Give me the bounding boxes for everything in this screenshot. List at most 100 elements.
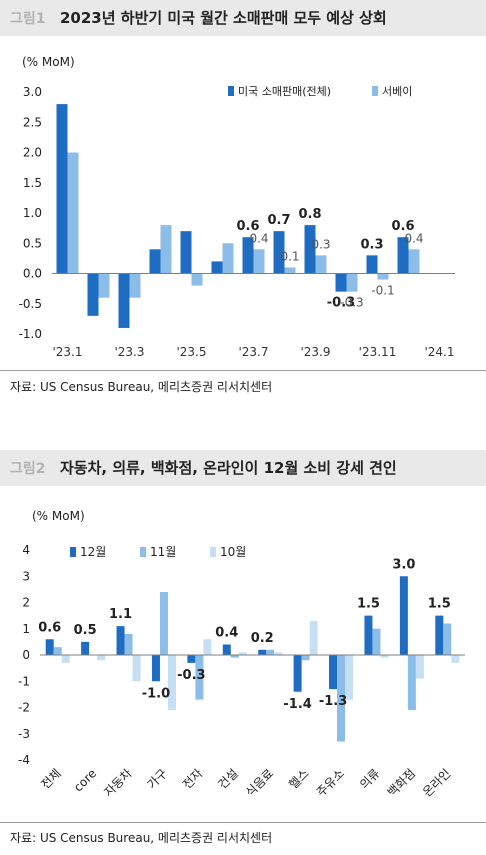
x-tick-label: '23.1 xyxy=(52,345,82,359)
data-label: 0.4 xyxy=(249,231,268,245)
figure2-title-bar: 그림2 자동차, 의류, 백화점, 온라인이 12월 소비 강세 견인 xyxy=(0,450,486,486)
figure1-chart: (% MoM)3.02.52.01.51.00.50.0-0.5-1.0'23.… xyxy=(0,40,486,370)
bar-retail-sales xyxy=(181,231,192,273)
y-tick-label: 2.0 xyxy=(23,146,42,160)
figure1-title: 2023년 하반기 미국 월간 소매판매 모두 예상 상회 xyxy=(60,7,387,28)
figure2-divider xyxy=(0,822,486,823)
legend-swatch-december xyxy=(70,547,76,557)
y-tick-label: -1.0 xyxy=(19,327,42,341)
category-label: 의류 xyxy=(357,766,383,792)
data-label: 0.1 xyxy=(280,249,299,263)
data-label: 0.7 xyxy=(267,213,290,228)
legend-label-november: 11월 xyxy=(150,545,176,559)
bar-october xyxy=(133,655,141,681)
data-label: 0.5 xyxy=(74,623,97,638)
data-label: -1.4 xyxy=(283,697,311,712)
bar-december xyxy=(46,639,54,655)
data-label: -0.3 xyxy=(177,668,205,683)
bar-retail-sales xyxy=(88,274,99,316)
bar-december xyxy=(329,655,337,689)
data-label: 1.1 xyxy=(109,607,132,622)
bar-december xyxy=(400,576,408,655)
bar-october xyxy=(451,655,459,663)
bar-october xyxy=(310,621,318,655)
figure2-title: 자동차, 의류, 백화점, 온라인이 12월 소비 강세 견인 xyxy=(60,457,397,478)
category-label: 건설 xyxy=(215,766,241,792)
figure1-unit-label: (% MoM) xyxy=(22,55,75,69)
bar-survey xyxy=(285,267,296,273)
y-tick-label: -2 xyxy=(18,701,30,715)
figure1-divider xyxy=(0,370,486,371)
data-label: 0.6 xyxy=(38,620,61,635)
legend-label-survey: 서베이 xyxy=(382,85,412,98)
y-tick-label: -3 xyxy=(18,727,30,741)
bar-survey xyxy=(223,243,234,273)
data-label: 0.4 xyxy=(215,626,238,641)
bar-december xyxy=(81,642,89,655)
y-tick-label: -0.5 xyxy=(19,297,42,311)
figure2-chart: (% MoM) 4 3 2 1 0 -1 -2 -3 -4 전체 core 자동차 가구 전자 건설 식음료 헬스… xyxy=(0,490,486,820)
data-label: 1.5 xyxy=(428,597,451,612)
y-tick-label: 1 xyxy=(22,622,30,636)
legend-label-december: 12월 xyxy=(80,545,106,559)
bar-survey xyxy=(130,274,141,298)
data-label: -0.3 xyxy=(340,296,363,310)
legend-swatch-october xyxy=(210,547,216,557)
y-tick-label: 3.0 xyxy=(23,85,42,99)
figure1-source: 자료: US Census Bureau, 메리츠증권 리서치센터 xyxy=(10,378,272,395)
bar-november xyxy=(54,647,62,655)
bar-december xyxy=(294,655,302,692)
bar-november xyxy=(443,624,451,656)
figure1-title-bar: 그림1 2023년 하반기 미국 월간 소매판매 모두 예상 상회 xyxy=(0,0,486,36)
y-tick-label: 4 xyxy=(22,543,30,557)
y-tick-label: -1 xyxy=(18,674,30,688)
bar-december xyxy=(258,650,266,655)
bar-survey xyxy=(409,249,420,273)
x-tick-label: '24.1 xyxy=(424,345,454,359)
bar-december xyxy=(117,626,125,655)
bar-survey xyxy=(347,274,358,292)
data-label: 0.4 xyxy=(404,231,423,245)
y-tick-label: -4 xyxy=(18,753,30,767)
x-tick-label: '23.9 xyxy=(300,345,330,359)
data-label: 0.3 xyxy=(311,237,330,251)
bar-october xyxy=(416,655,424,679)
data-label: -1.3 xyxy=(319,694,347,709)
legend-swatch-survey xyxy=(372,86,378,96)
bar-retail-sales xyxy=(336,274,347,292)
legend-swatch-retail-sales xyxy=(228,86,234,96)
category-label: 주유소 xyxy=(314,766,347,799)
bar-december xyxy=(364,616,372,655)
data-label: -0.1 xyxy=(371,284,394,298)
data-label: 0.2 xyxy=(251,631,274,646)
y-tick-label: 2 xyxy=(22,596,30,610)
bar-december xyxy=(152,655,160,681)
bar-survey xyxy=(161,225,172,273)
x-tick-label: '23.7 xyxy=(238,345,268,359)
category-label: 백화점 xyxy=(385,766,418,799)
bar-survey xyxy=(254,249,265,273)
bar-survey xyxy=(99,274,110,298)
category-label: 전체 xyxy=(38,766,64,792)
bar-retail-sales xyxy=(119,274,130,328)
y-tick-label: 2.5 xyxy=(23,115,42,129)
figure2-source: 자료: US Census Bureau, 메리츠증권 리서치센터 xyxy=(10,829,272,846)
category-label: 온라인 xyxy=(420,766,453,799)
x-tick-label: '23.5 xyxy=(176,345,206,359)
bar-retail-sales xyxy=(150,249,161,273)
bar-october xyxy=(345,655,353,700)
bar-survey xyxy=(316,255,327,273)
bar-november xyxy=(408,655,416,710)
category-label: 식음료 xyxy=(243,766,276,799)
y-tick-label: 3 xyxy=(22,569,30,583)
category-label: 자동차 xyxy=(101,766,134,799)
category-label: 전자 xyxy=(180,766,206,792)
y-tick-label: 0.5 xyxy=(23,236,42,250)
x-tick-label: '23.3 xyxy=(114,345,144,359)
bar-november xyxy=(125,634,133,655)
bar-november xyxy=(302,655,310,660)
y-tick-label: 1.0 xyxy=(23,206,42,220)
bar-december xyxy=(223,645,231,656)
bar-november xyxy=(372,629,380,655)
data-label: 3.0 xyxy=(392,557,415,572)
